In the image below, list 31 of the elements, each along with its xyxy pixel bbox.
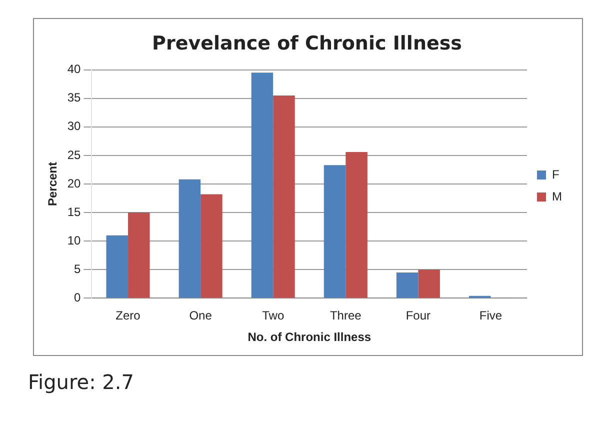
bar bbox=[324, 165, 346, 298]
y-tick-label: 0 bbox=[74, 290, 82, 305]
y-tick-label: 40 bbox=[67, 62, 82, 76]
bar bbox=[128, 212, 150, 298]
bar bbox=[106, 235, 128, 298]
x-tick-label: Two bbox=[262, 308, 284, 323]
x-tick-label: Zero bbox=[116, 308, 141, 323]
bar bbox=[396, 272, 418, 298]
bar bbox=[178, 179, 201, 298]
bar bbox=[273, 95, 295, 298]
legend-label: F bbox=[552, 167, 560, 182]
x-axis-title: No. of Chronic Illness bbox=[248, 330, 372, 344]
y-tick-label: 15 bbox=[67, 204, 82, 219]
y-tick-label: 35 bbox=[67, 90, 82, 105]
bar bbox=[251, 72, 274, 298]
chart-title: Prevelance of Chronic Illness bbox=[152, 32, 462, 54]
y-tick-label: 20 bbox=[67, 176, 82, 190]
x-tick-label: Four bbox=[406, 308, 431, 323]
y-tick-label: 5 bbox=[74, 262, 82, 276]
y-axis-title: Percent bbox=[46, 162, 60, 206]
bar bbox=[200, 194, 222, 298]
y-tick-label: 10 bbox=[67, 233, 82, 248]
text: Figure: 2.7 bbox=[28, 370, 134, 394]
bar bbox=[346, 152, 368, 298]
x-tick-label: One bbox=[189, 308, 212, 323]
bar bbox=[418, 270, 440, 298]
y-tick-label: 30 bbox=[67, 119, 82, 134]
legend-label: M bbox=[552, 189, 562, 204]
y-tick-label: 25 bbox=[67, 148, 82, 162]
x-tick-label: Five bbox=[479, 308, 502, 323]
x-tick-label: Three bbox=[330, 308, 362, 323]
